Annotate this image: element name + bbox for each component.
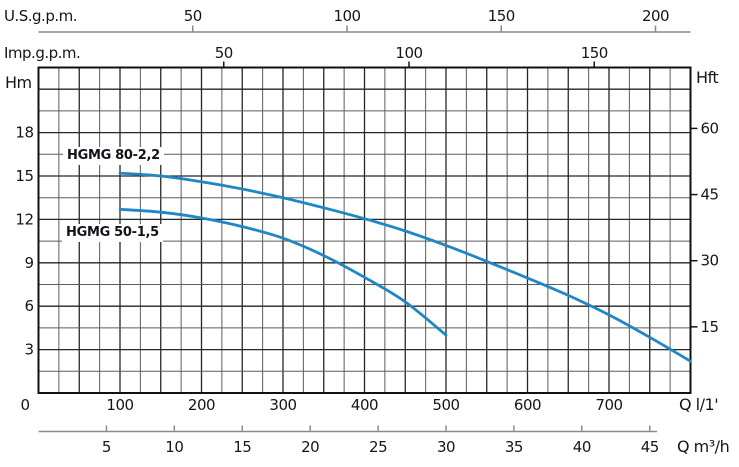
flow-m3h-axis-title: Q m³/h (677, 437, 729, 456)
head-m-tick-label-15: 15 (15, 167, 33, 185)
flow-l-min-axis-title: Q l/1' (679, 395, 718, 414)
flow-m3h-tick-label-15: 15 (233, 438, 251, 456)
flow-m3h-tick-label-5: 5 (102, 438, 111, 456)
flow-m3h-tick-label-45: 45 (641, 438, 659, 456)
flow-m3h-tick-label-10: 10 (165, 438, 183, 456)
flow-l-min-tick-label-100: 100 (106, 396, 133, 414)
us-gpm-tick-label-50: 50 (184, 7, 202, 25)
grid-layer (37, 66, 692, 394)
flow-l-min-tick-label-200: 200 (188, 396, 215, 414)
us-gpm-tick-label-150: 150 (488, 7, 515, 25)
flow-l-min-tick-label-0: 0 (20, 396, 29, 414)
curve-layer (118, 171, 692, 363)
imp-gpm-tick-label-50: 50 (215, 44, 233, 62)
imp-gpm-tick-label-100: 100 (395, 44, 422, 62)
head-m-tick-label-18: 18 (15, 124, 33, 142)
flow-l-min-tick-label-400: 400 (351, 396, 378, 414)
curve-hgmg-50-1-5 (118, 207, 448, 337)
imp-gpm-tick-label-150: 150 (581, 44, 608, 62)
flow-m3h-tick-label-25: 25 (369, 438, 387, 456)
plot-border (37, 66, 692, 394)
head-m-tick-label-12: 12 (15, 210, 33, 228)
imp-gpm-axis-title: Imp.g.p.m. (4, 44, 80, 62)
head-ft-tick-label-30: 30 (701, 252, 719, 270)
flow-l-min-tick-label-500: 500 (432, 396, 459, 414)
head-ft-tick-label-15: 15 (701, 318, 719, 336)
head-ft-axis-title: Hft (696, 68, 718, 87)
head-m-tick-label-3: 3 (24, 341, 33, 359)
series-label-hgmg-50-1-5: HGMG 50-1,5 (62, 224, 163, 242)
axis-layer (38, 25, 698, 433)
us-gpm-tick-label-200: 200 (642, 7, 669, 25)
flow-m3h-tick-label-20: 20 (301, 438, 319, 456)
head-m-tick-label-9: 9 (24, 254, 33, 272)
head-m-tick-label-6: 6 (24, 297, 33, 315)
flow-m3h-tick-label-40: 40 (573, 438, 591, 456)
curve-hgmg-80-2-2 (118, 171, 692, 363)
us-gpm-tick-label-100: 100 (333, 7, 360, 25)
head-ft-tick-label-45: 45 (701, 186, 719, 204)
us-gpm-axis-title: U.S.g.p.m. (4, 7, 77, 25)
flow-m3h-tick-label-35: 35 (505, 438, 523, 456)
flow-l-min-tick-label-700: 700 (595, 396, 622, 414)
flow-l-min-tick-label-600: 600 (514, 396, 541, 414)
series-label-hgmg-80-2-2: HGMG 80-2,2 (63, 147, 164, 165)
flow-m3h-tick-label-30: 30 (437, 438, 455, 456)
head-m-axis-title: Hm (5, 73, 32, 92)
head-ft-tick-label-60: 60 (701, 119, 719, 137)
flow-l-min-tick-label-300: 300 (269, 396, 296, 414)
